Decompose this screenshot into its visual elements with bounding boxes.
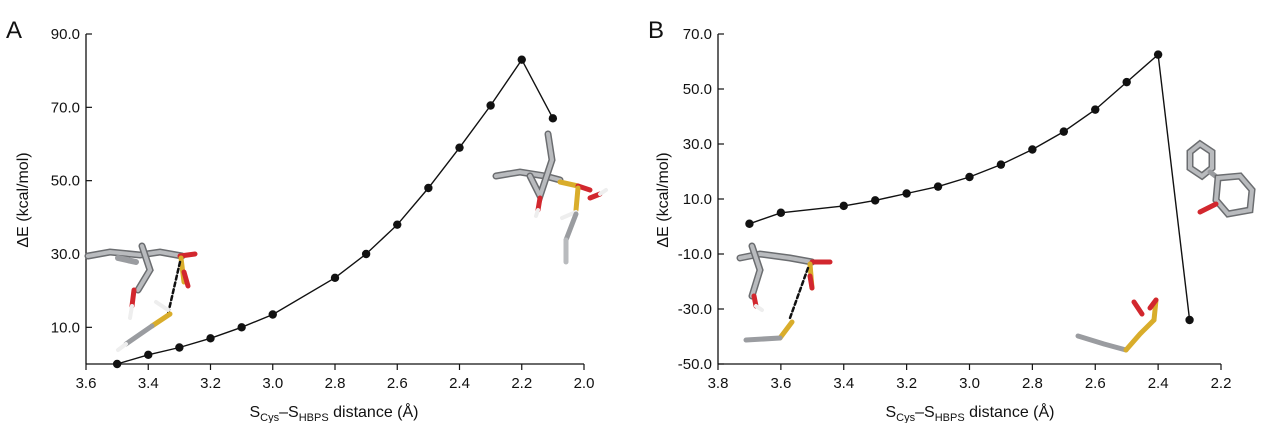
x-tick-label: 3.8 [708,375,729,392]
panel-a-ylabel: ΔE (kcal/mol) [15,152,32,247]
series-line [116,58,554,365]
series-line [749,53,1191,321]
x-tick-label: 2.6 [387,375,408,392]
data-point [1185,315,1194,325]
x-tick-label: 2.0 [574,375,595,392]
x-tick-label: 3.2 [200,375,221,392]
panel-b: B -50.0 -30.0 -10.0 10.0 30.0 50.0 70.0 3.8 3.6 3… [648,17,1256,423]
molecule-a-transition [492,130,608,265]
panel-a-xlabel: SCys–SHBPS distance (Å) [250,402,419,423]
data-point [1028,145,1037,154]
y-tick-label: 70.0 [51,99,80,116]
data-point [361,249,371,259]
data-point [175,343,184,352]
x-tick-label: 3.6 [76,375,97,392]
y-tick-label: 30.0 [51,246,80,263]
x-tick-label: 2.2 [1211,375,1232,392]
panel-b-xlabel-sub1: Cys [896,412,915,423]
y-tick-label: 10.0 [51,319,80,336]
x-tick-label: 2.8 [325,375,346,392]
x-tick-label: 3.4 [138,375,159,392]
molecule-b-reactant [736,242,833,343]
x-tick-label: 2.6 [1085,375,1106,392]
x-tick-label: 3.6 [770,375,791,392]
panel-a-plot: 10.0 30.0 50.0 70.0 90.0 3.6 3.4 3.2 3.0 2.8 2.6 2.… [51,26,595,392]
y-tick-label: 70.0 [683,26,712,43]
x-tick-label: 2.4 [1148,375,1169,392]
panel-b-ylabel: ΔE (kcal/mol) [655,152,672,247]
data-point [330,273,340,283]
data-point [112,359,122,369]
data-point [237,323,246,332]
y-tick-label: -30.0 [678,301,712,318]
molecule-a-reactant [84,242,198,352]
data-point [1091,105,1100,114]
data-point [144,350,153,360]
x-tick-label: 3.0 [959,375,980,392]
x-tick-label: 3.0 [262,375,283,392]
panel-b-xlabel-dash: –S [915,404,935,421]
data-point [517,55,526,64]
molecule-b-biphenyl [1186,139,1256,218]
data-point [776,208,786,217]
x-tick-label: 2.2 [511,375,532,392]
data-point [455,143,464,152]
data-point [996,160,1006,169]
data-point [486,101,495,110]
data-point [1153,50,1163,59]
data-point [1059,127,1069,136]
data-point [965,172,974,182]
panel-b-xlabel-sub2: HBPS [935,412,965,423]
panel-a-xlabel-s1: S [250,404,261,421]
y-tick-label: 30.0 [683,136,712,153]
data-point [745,219,754,228]
y-tick-label: 90.0 [51,26,80,43]
panel-a-xlabel-dash: –S [279,404,299,421]
panel-a-xlabel-sub1: Cys [260,412,279,423]
x-tick-label: 3.2 [896,375,917,392]
y-tick-label: 50.0 [51,173,80,190]
x-tick-label: 2.8 [1022,375,1043,392]
panel-a: A 10.0 30.0 50.0 70.0 90.0 3.6 3.4 3.2 3.0 2.8 2.6… [6,17,608,423]
data-point [839,201,848,211]
x-tick-label: 2.4 [449,375,470,392]
panel-a-xlabel-sub2: HBPS [299,412,329,423]
panel-b-xlabel-rest: distance (Å) [965,402,1055,421]
panel-a-label: A [6,17,22,44]
data-point [206,334,215,343]
panel-b-xlabel: SCys–SHBPS distance (Å) [886,402,1055,423]
y-tick-label: -50.0 [678,356,712,373]
data-point [424,183,433,193]
y-tick-label: 50.0 [683,81,712,98]
x-tick-label: 3.4 [833,375,854,392]
panel-b-xlabel-s1: S [886,404,897,421]
data-point [902,189,911,198]
data-point [933,182,943,191]
data-point [393,220,402,229]
molecule-b-product [1075,297,1159,353]
data-point [548,114,558,123]
y-tick-label: 10.0 [683,191,712,208]
panel-a-xlabel-rest: distance (Å) [329,402,419,421]
panel-b-plot: -50.0 -30.0 -10.0 10.0 30.0 50.0 70.0 3.8 3.6 3.4… [678,26,1232,392]
panel-b-label: B [648,17,664,44]
data-point [268,310,277,319]
y-tick-label: -10.0 [678,246,712,263]
data-point [1122,77,1131,87]
data-point [870,196,880,205]
